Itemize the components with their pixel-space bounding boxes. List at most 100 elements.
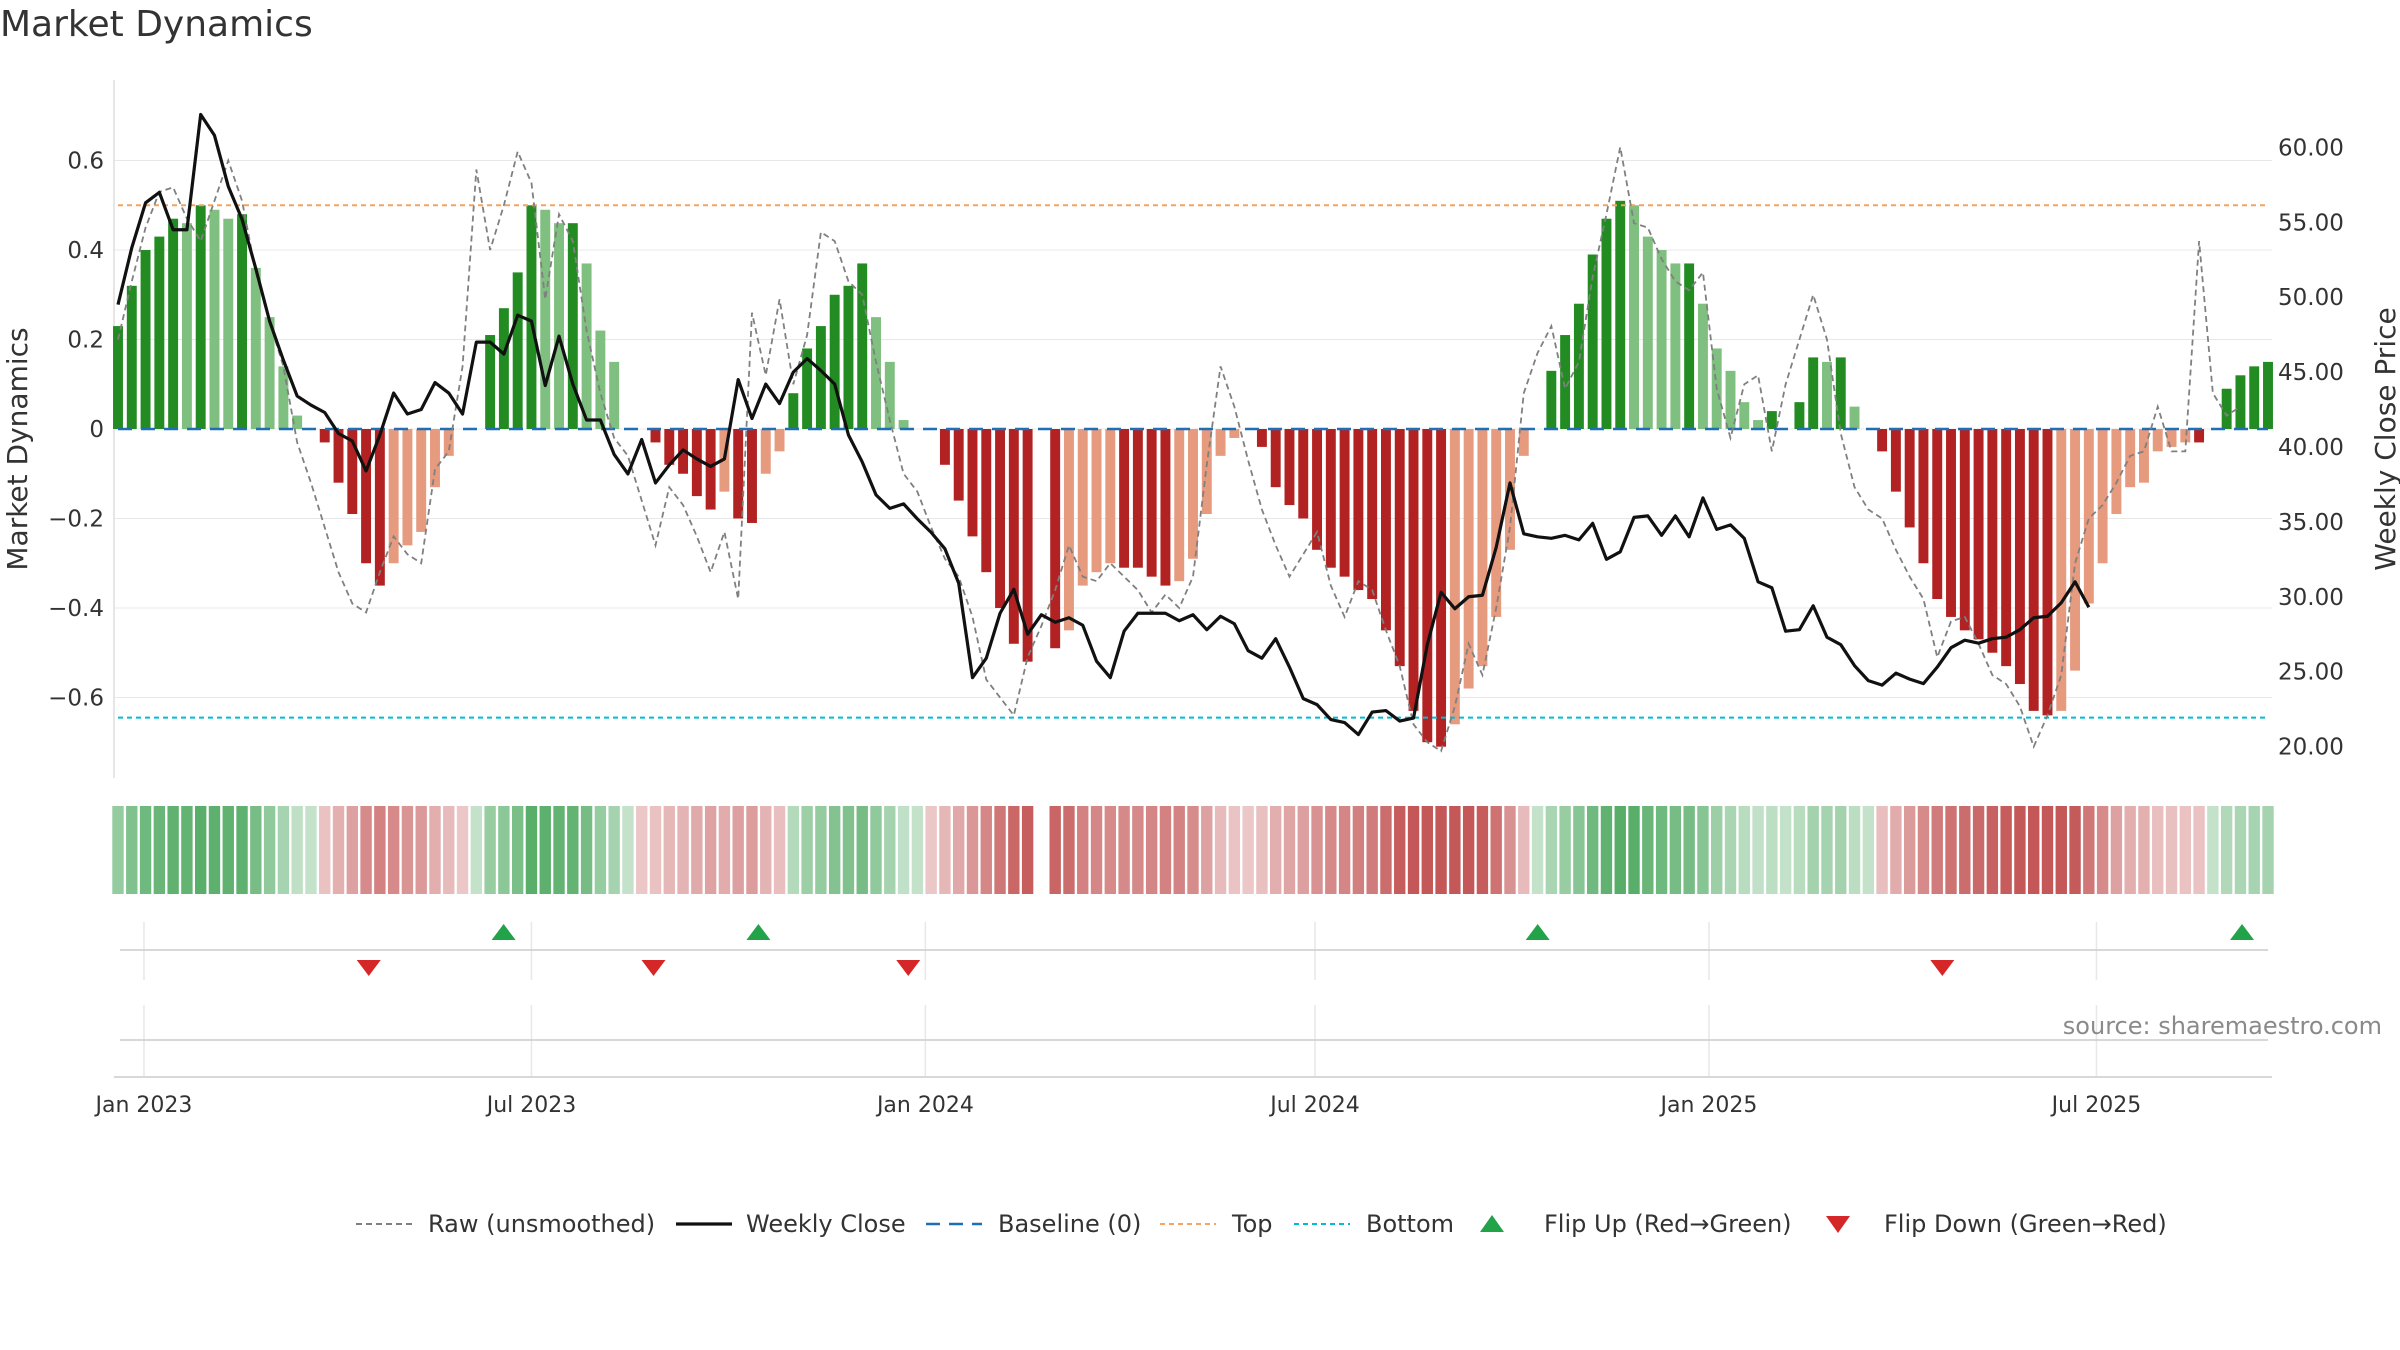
momentum-bar [705,429,716,510]
momentum-bar [1877,429,1888,452]
momentum-bar [581,263,592,429]
momentum-bar [2111,429,2122,515]
state-strip-cell [1504,806,1516,894]
state-strip-cell [801,806,813,894]
legend-label-top: Top [1231,1210,1273,1238]
state-strip-cell [2000,806,2012,894]
state-strip-cell [580,806,593,894]
momentum-bar [430,429,440,488]
legend-swatch-flip-up [1480,1215,1504,1232]
state-strip-cell [1711,806,1723,894]
momentum-bar [1463,429,1474,689]
flip-up-marker [746,924,771,940]
state-strip-cell [1201,806,1213,894]
y-tick-label-right: 50.00 [2278,285,2344,311]
momentum-bar [292,415,303,429]
chart-title: Market Dynamics [0,4,313,45]
state-strip-cell [1793,806,1806,894]
x-tick-label: Jan 2025 [1658,1093,1757,1118]
momentum-bar [1932,429,1943,600]
state-strip-cell [870,806,882,894]
momentum-bar [1766,411,1777,429]
state-strip-cell [250,806,262,894]
y-axis-title-left: Market Dynamics [1,327,34,570]
y-tick-label-left: −0.6 [48,685,104,711]
state-strip-cell [787,806,800,894]
y-tick-label-right: 20.00 [2278,735,2344,761]
state-strip-cell [2124,806,2136,894]
momentum-bar [1436,429,1447,747]
state-strip-cell [1545,806,1558,894]
momentum-bar [747,429,757,523]
momentum-bar [650,429,661,443]
momentum-bar [1615,200,1626,429]
state-strip-cell [884,806,896,894]
state-strip-cell [980,806,992,894]
momentum-bar [2166,429,2177,447]
state-strip-cell [1476,806,1489,894]
momentum-bar [843,285,854,429]
state-strip-cell [842,806,855,894]
flip-up-marker [1525,924,1550,940]
state-strip-cell [1821,806,1833,894]
state-strip-cell [1490,806,1502,894]
y-tick-label-right: 25.00 [2278,660,2344,686]
flip-down-marker [356,960,381,976]
state-strip-cell [1449,806,1461,894]
y-tick-label-right: 30.00 [2278,585,2344,611]
momentum-bar [1353,429,1364,591]
momentum-bar [113,326,123,429]
momentum-bar [1105,429,1116,564]
state-strip-cell [126,806,138,894]
momentum-bar [1946,429,1956,617]
momentum-bar [981,429,992,573]
momentum-bar [1573,303,1584,429]
state-strip-cell [760,806,772,894]
state-strip-cell [1559,806,1571,894]
momentum-bar [1367,429,1378,600]
state-strip-cell [953,806,965,894]
state-strip-cell [1366,806,1378,894]
state-strip-cell [1228,806,1241,894]
momentum-bar [1477,429,1488,667]
state-strip-cell [332,806,345,894]
momentum-bar [1849,406,1860,429]
momentum-bar [2070,429,2081,671]
state-strip-cell [236,806,248,894]
legend-label-close: Weekly Close [746,1210,906,1238]
state-strip-cell [539,806,551,894]
momentum-bar [1270,429,1281,488]
momentum-bar [181,223,192,429]
state-strip-cell [2220,806,2233,894]
state-strip-cell [2069,806,2081,894]
state-strip-cell [1573,806,1585,894]
momentum-bar [1587,254,1598,429]
momentum-bar [1959,429,1970,631]
state-strip-cell [1173,806,1185,894]
state-strip-cell [1766,806,1778,894]
momentum-bar [1064,429,1074,631]
momentum-bar [250,267,261,429]
state-strip-cell [2234,806,2247,894]
state-strip-cell [1752,806,1764,894]
state-strip-cell [2207,806,2219,894]
momentum-bar [526,205,537,429]
weekly-close-line [116,112,2091,737]
momentum-bar [815,326,826,429]
state-strip-cell [167,806,179,894]
legend-label-flipup: Flip Up (Red→Green) [1544,1210,1792,1238]
momentum-bar [1050,429,1061,649]
y-tick-label-right: 40.00 [2278,435,2344,461]
momentum-bar [1008,429,1019,644]
momentum-bar [168,218,179,429]
flip-down-marker [896,960,921,976]
momentum-bar [333,429,344,483]
state-strip-cell [1214,806,1227,894]
momentum-bar [512,272,523,429]
momentum-bar [1560,335,1571,429]
state-strip-cell [1779,806,1792,894]
raw-series-line [117,146,2241,753]
momentum-bar [402,429,413,546]
momentum-bar [857,263,868,429]
